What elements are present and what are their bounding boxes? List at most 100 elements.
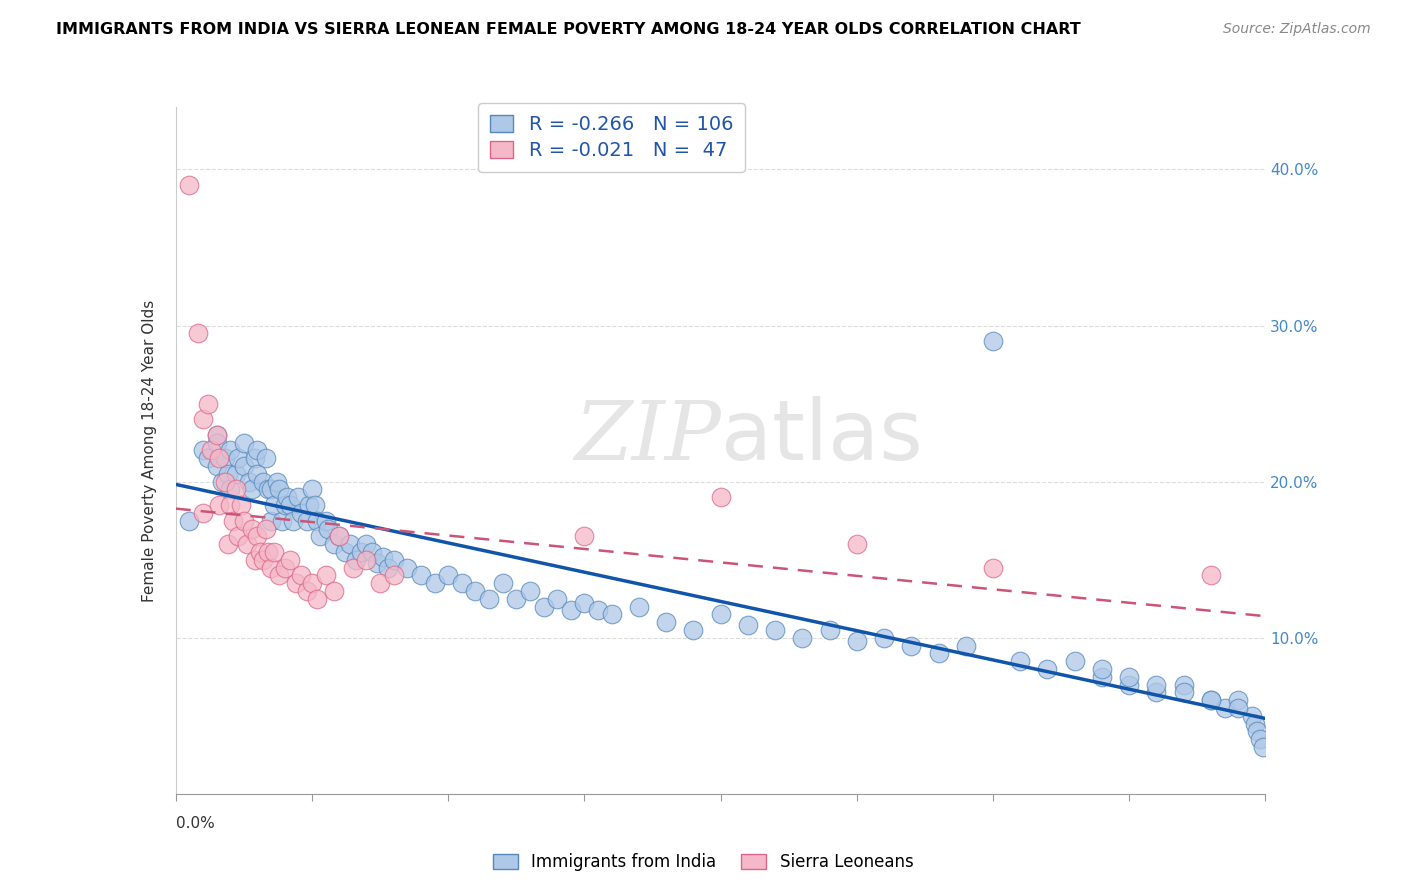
Point	[298, 498, 321, 512]
Point	[295, 514, 318, 528]
Point	[287, 490, 309, 504]
Point	[243, 552, 266, 567]
Point	[382, 552, 405, 567]
Point	[818, 623, 841, 637]
Point	[269, 568, 291, 582]
Point	[252, 552, 274, 567]
Point	[307, 514, 329, 528]
Point	[682, 623, 704, 637]
Point	[437, 568, 460, 582]
Point	[254, 451, 277, 466]
Point	[315, 568, 337, 582]
Point	[409, 568, 432, 582]
Point	[710, 607, 733, 622]
Point	[249, 545, 271, 559]
Point	[450, 576, 472, 591]
Point	[981, 334, 1004, 348]
Point	[333, 545, 356, 559]
Y-axis label: Female Poverty Among 18-24 Year Olds: Female Poverty Among 18-24 Year Olds	[142, 300, 157, 601]
Point	[315, 514, 337, 528]
Point	[186, 326, 209, 341]
Point	[232, 435, 254, 450]
Point	[464, 583, 486, 598]
Point	[246, 529, 269, 543]
Point	[225, 467, 247, 481]
Point	[873, 631, 896, 645]
Text: ZIP: ZIP	[574, 397, 721, 476]
Point	[574, 529, 596, 543]
Point	[271, 514, 294, 528]
Point	[219, 498, 242, 512]
Point	[1144, 678, 1167, 692]
Point	[1243, 716, 1265, 731]
Point	[205, 435, 228, 450]
Point	[1251, 740, 1274, 755]
Point	[928, 646, 950, 660]
Point	[214, 475, 236, 489]
Point	[205, 458, 228, 473]
Point	[356, 552, 378, 567]
Point	[1240, 708, 1263, 723]
Point	[371, 549, 394, 564]
Point	[328, 529, 350, 543]
Point	[225, 483, 247, 497]
Point	[197, 396, 219, 410]
Point	[191, 412, 214, 426]
Point	[260, 483, 283, 497]
Point	[254, 521, 277, 535]
Point	[266, 475, 288, 489]
Point	[339, 537, 361, 551]
Point	[191, 443, 214, 458]
Point	[1199, 568, 1222, 582]
Point	[290, 506, 312, 520]
Point	[845, 633, 868, 648]
Point	[377, 560, 399, 574]
Point	[763, 623, 786, 637]
Point	[235, 537, 257, 551]
Point	[228, 529, 250, 543]
Point	[1173, 685, 1195, 699]
Point	[586, 603, 609, 617]
Point	[1063, 654, 1085, 668]
Point	[243, 451, 266, 466]
Point	[396, 560, 419, 574]
Point	[356, 537, 378, 551]
Point	[205, 427, 228, 442]
Point	[368, 576, 391, 591]
Point	[1036, 662, 1059, 676]
Point	[263, 498, 285, 512]
Point	[307, 591, 329, 606]
Point	[492, 576, 515, 591]
Point	[344, 552, 367, 567]
Point	[219, 483, 242, 497]
Point	[191, 506, 214, 520]
Point	[309, 529, 332, 543]
Point	[232, 458, 254, 473]
Point	[342, 560, 364, 574]
Point	[240, 483, 263, 497]
Point	[546, 591, 568, 606]
Point	[269, 483, 291, 497]
Text: atlas: atlas	[721, 396, 922, 477]
Point	[217, 467, 239, 481]
Point	[246, 443, 269, 458]
Point	[318, 521, 340, 535]
Point	[1199, 693, 1222, 707]
Legend: R = -0.266   N = 106, R = -0.021   N =  47: R = -0.266 N = 106, R = -0.021 N = 47	[478, 103, 745, 172]
Point	[382, 568, 405, 582]
Point	[179, 514, 201, 528]
Point	[655, 615, 678, 630]
Point	[208, 498, 231, 512]
Point	[560, 603, 582, 617]
Point	[360, 545, 382, 559]
Point	[252, 475, 274, 489]
Point	[179, 178, 201, 192]
Point	[274, 498, 297, 512]
Point	[1249, 732, 1271, 747]
Point	[208, 451, 231, 466]
Point	[284, 576, 307, 591]
Point	[246, 467, 269, 481]
Point	[627, 599, 650, 614]
Point	[278, 552, 301, 567]
Point	[228, 451, 250, 466]
